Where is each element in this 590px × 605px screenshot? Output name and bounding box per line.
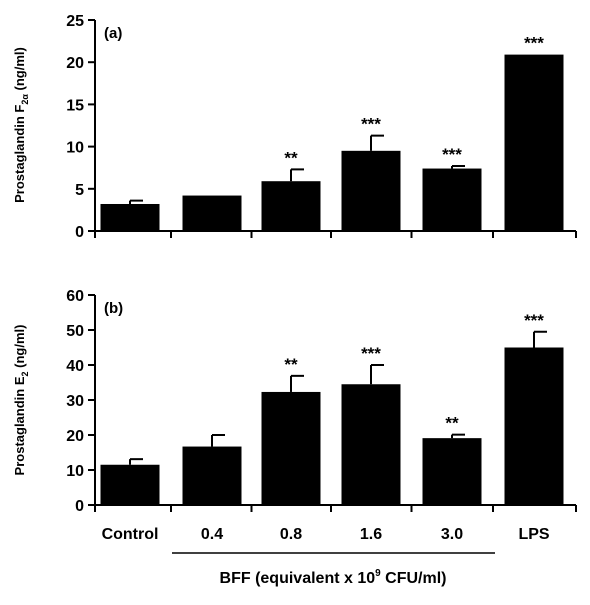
y-tick-label: 20 — [66, 428, 84, 445]
x-category-label: LPS — [518, 526, 549, 543]
y-tick-label: 0 — [75, 224, 84, 241]
y-tick-label: 30 — [66, 393, 84, 410]
bar — [100, 464, 160, 505]
bar — [261, 391, 321, 505]
y-axis-title: Prostaglandin F2α (ng/ml) — [12, 47, 30, 203]
x-category-label: 0.4 — [201, 526, 223, 543]
bar — [341, 150, 401, 231]
y-tick-label: 0 — [75, 498, 84, 515]
y-tick-label: 40 — [66, 358, 84, 375]
y-tick-label: 15 — [66, 97, 84, 114]
y-tick-label: 5 — [75, 182, 84, 199]
significance-label: ** — [284, 355, 298, 374]
significance-label: *** — [442, 145, 462, 164]
panel-label: (a) — [104, 25, 122, 42]
x-category-label: 1.6 — [360, 526, 382, 543]
y-tick-label: 60 — [66, 288, 84, 305]
panel-label: (b) — [104, 300, 123, 317]
x-category-labels: Control 0.4 0.8 1.6 3.0 LPS — [102, 526, 550, 543]
bar — [182, 446, 242, 505]
x-group-label: BFF (equivalent x 109 CFU/ml) — [220, 568, 447, 587]
bar — [504, 54, 564, 231]
significance-label: ** — [284, 148, 298, 167]
y-tick-label: 10 — [66, 140, 84, 157]
x-category-label: 0.8 — [280, 526, 302, 543]
y-tick-label: 10 — [66, 463, 84, 480]
y-tick-label: 20 — [66, 55, 84, 72]
significance-label: ** — [445, 414, 459, 433]
bar — [182, 195, 242, 231]
bar — [504, 347, 564, 505]
x-category-label: 3.0 — [441, 526, 463, 543]
bar — [261, 181, 321, 231]
significance-label: *** — [524, 34, 544, 53]
bar — [100, 203, 160, 231]
bar — [422, 438, 482, 505]
significance-label: *** — [524, 311, 544, 330]
panel-b: 0102030405060**********(b)Prostaglandin … — [12, 288, 577, 515]
significance-label: *** — [361, 344, 381, 363]
bar — [341, 384, 401, 505]
bar — [422, 168, 482, 231]
y-tick-label: 25 — [66, 13, 84, 30]
x-category-label: Control — [102, 526, 159, 543]
y-tick-label: 50 — [66, 323, 84, 340]
y-axis-title: Prostaglandin E2 (ng/ml) — [12, 325, 30, 476]
significance-label: *** — [361, 115, 381, 134]
